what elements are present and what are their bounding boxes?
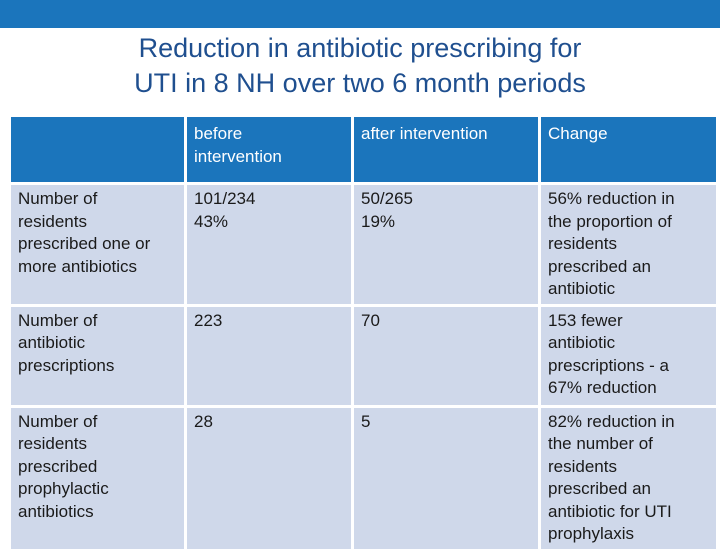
header-cell-change: Change	[538, 114, 719, 185]
table-row: Number of residents prescribed prophylac…	[8, 404, 719, 552]
after-value: 5	[351, 404, 541, 552]
before-value: 28	[184, 404, 354, 552]
row-label: Number of residents prescribed prophylac…	[8, 404, 187, 552]
after-value: 50/265 19%	[351, 182, 541, 307]
slide-title-line-2: UTI in 8 NH over two 6 month periods	[134, 68, 586, 98]
after-value: 70	[351, 303, 541, 408]
change-value: 82% reduction in the number of residents…	[538, 404, 719, 552]
results-table: before intervention after intervention C…	[8, 114, 719, 552]
table-row: Number of antibiotic prescriptions 223 7…	[8, 303, 719, 408]
table-header-row: before intervention after intervention C…	[8, 114, 719, 185]
row-label: Number of residents prescribed one or mo…	[8, 182, 187, 307]
slide-title-line-1: Reduction in antibiotic prescribing for	[138, 33, 582, 63]
header-cell-empty	[8, 114, 187, 185]
header-cell-after: after intervention	[351, 114, 541, 185]
change-value: 56% reduction in the proportion of resid…	[538, 182, 719, 307]
table-row: Number of residents prescribed one or mo…	[8, 182, 719, 307]
before-value: 101/234 43%	[184, 182, 354, 307]
change-value: 153 fewer antibiotic prescriptions - a 6…	[538, 303, 719, 408]
slide-title: Reduction in antibiotic prescribing for …	[0, 31, 720, 101]
before-value: 223	[184, 303, 354, 408]
row-label: Number of antibiotic prescriptions	[8, 303, 187, 408]
top-accent-bar	[0, 0, 720, 28]
header-cell-before: before intervention	[184, 114, 354, 185]
